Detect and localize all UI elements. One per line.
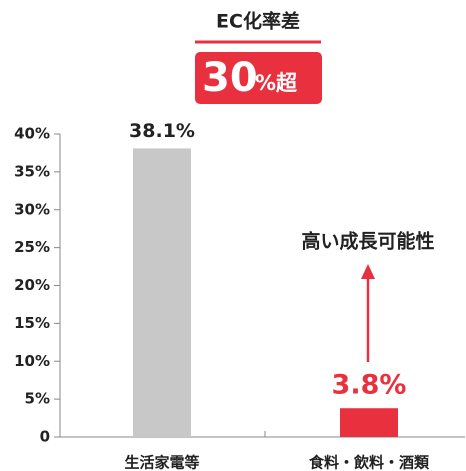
y-tick-label: 0 bbox=[40, 428, 50, 446]
bar bbox=[133, 148, 191, 437]
y-tick-label: 40% bbox=[14, 125, 50, 143]
y-tick-label: 15% bbox=[14, 314, 50, 332]
y-tick-label: 30% bbox=[14, 200, 50, 218]
badge-suffix: %超 bbox=[255, 71, 298, 95]
badge bbox=[195, 52, 322, 104]
value-label: 3.8% bbox=[332, 370, 407, 401]
y-tick-label: 20% bbox=[14, 276, 50, 294]
x-tick-label: 食料・飲料・酒類 bbox=[309, 454, 430, 471]
annotation: 高い成長可能性 bbox=[301, 230, 434, 253]
bar bbox=[340, 408, 398, 437]
x-tick-label: 生活家電等 bbox=[124, 454, 199, 471]
badge-number: 30 bbox=[202, 55, 258, 101]
y-tick-label: 5% bbox=[25, 390, 50, 408]
arrow-head bbox=[361, 264, 375, 279]
value-label: 38.1% bbox=[129, 120, 195, 142]
y-tick-label: 35% bbox=[14, 162, 50, 180]
y-tick-label: 10% bbox=[14, 352, 50, 370]
y-tick-label: 25% bbox=[14, 238, 50, 256]
chart-title: EC化率差 bbox=[216, 10, 300, 33]
